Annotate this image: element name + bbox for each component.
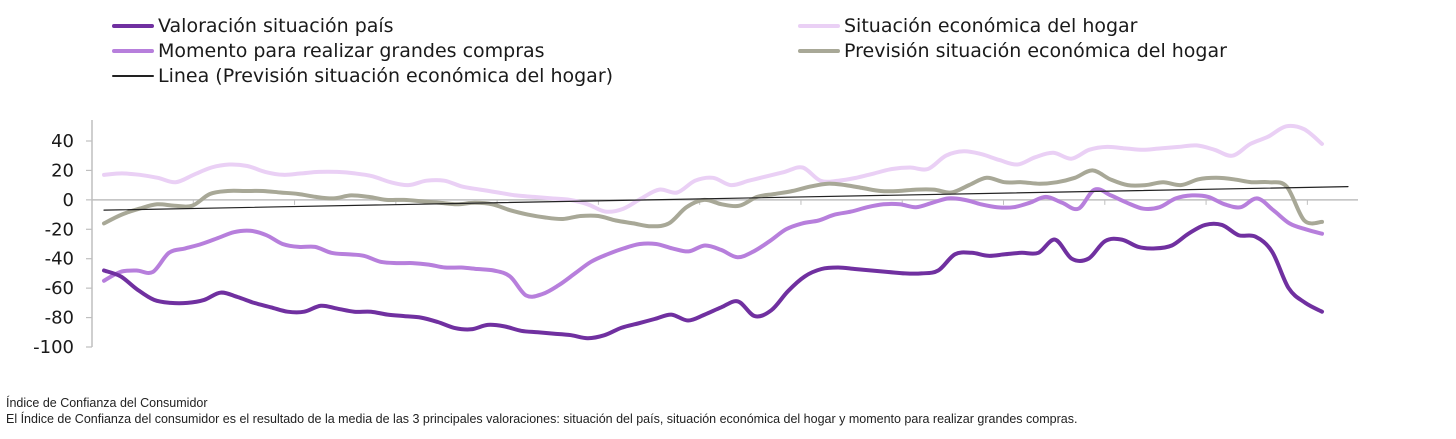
legend-swatch	[798, 49, 840, 53]
series-line-0	[102, 221, 1324, 341]
chart-legend: Valoración situación país Momento para r…	[0, 0, 1456, 100]
y-tick-label: -100	[33, 337, 74, 358]
legend-swatch	[798, 24, 840, 28]
y-tick-label: 20	[51, 160, 74, 181]
legend-label: Linea (Previsión situación económica del…	[158, 65, 614, 87]
legend-label: Valoración situación país	[158, 15, 394, 37]
series-line-2	[102, 187, 1324, 299]
series-line-4	[103, 186, 1349, 211]
legend-swatch	[112, 49, 154, 53]
legend-item-linea: Linea (Previsión situación económica del…	[112, 65, 613, 87]
y-tick-label: 0	[63, 190, 74, 211]
legend-label: Previsión situación económica del hogar	[844, 40, 1227, 62]
legend-item-prevision-hogar: Previsión situación económica del hogar	[798, 40, 1227, 62]
legend-label: Situación económica del hogar	[844, 15, 1138, 37]
y-tick-label: -80	[45, 308, 74, 329]
legend-item-situacion-hogar: Situación económica del hogar	[798, 15, 1138, 37]
legend-item-valoracion-pais: Valoración situación país	[112, 15, 394, 37]
caption-title: Índice de Confianza del Consumidor	[6, 396, 208, 410]
y-tick-label: -20	[45, 219, 74, 240]
line-chart: 40 20 0 -20 -40 -60 -80 -100	[33, 120, 1358, 358]
series-line-3	[102, 168, 1324, 229]
y-tick-label: -40	[45, 249, 74, 270]
y-tick-label: -60	[45, 278, 74, 299]
legend-item-grandes-compras: Momento para realizar grandes compras	[112, 40, 545, 62]
legend-swatch	[112, 75, 154, 77]
y-tick-label: 40	[51, 131, 74, 152]
series-line-1	[102, 123, 1324, 214]
legend-label: Momento para realizar grandes compras	[158, 40, 545, 62]
legend-swatch	[112, 24, 154, 28]
caption-description: El Índice de Confianza del consumidor es…	[6, 412, 1078, 426]
